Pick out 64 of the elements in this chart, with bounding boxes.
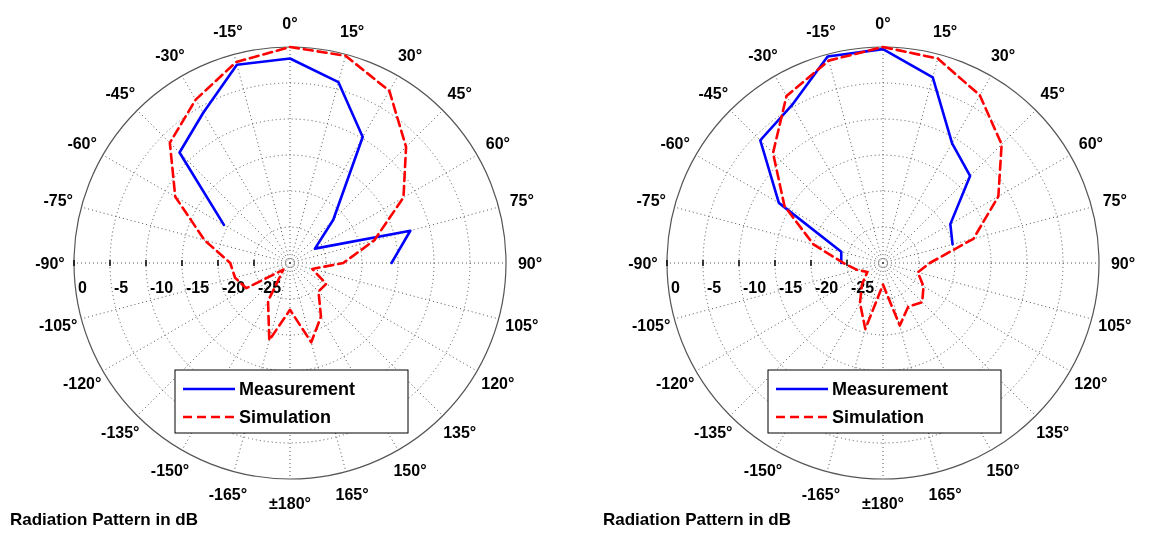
- spoke-label: 165°: [928, 486, 962, 504]
- spoke-label: 60°: [485, 134, 510, 152]
- spoke-label: -15°: [806, 22, 836, 40]
- spoke-label: 105°: [505, 316, 539, 334]
- spoke-label: -60°: [67, 134, 97, 152]
- spoke-label: 90°: [1110, 254, 1136, 272]
- spoke-label: 0°: [282, 14, 298, 32]
- spoke-label: 165°: [335, 486, 369, 504]
- spoke-label: 45°: [1040, 84, 1065, 102]
- spoke-label: 150°: [393, 462, 427, 480]
- spoke-label: -150°: [150, 462, 190, 480]
- legend-label: Simulation: [239, 407, 332, 427]
- legend-label: Simulation: [832, 407, 925, 427]
- spoke-label: 135°: [443, 424, 477, 442]
- y-tick-label: 0: [671, 279, 680, 296]
- spoke-label: -60°: [660, 134, 690, 152]
- y-tick-label: 0: [78, 279, 87, 296]
- text: Radiation Pattern in dB: [10, 510, 198, 529]
- spoke-label: -165°: [208, 486, 248, 504]
- spoke-label: 120°: [481, 374, 515, 392]
- spoke-label: 0°: [875, 14, 891, 32]
- spoke-label: -105°: [631, 316, 671, 334]
- spoke-label: -15°: [213, 22, 243, 40]
- spoke-label: 30°: [990, 46, 1016, 64]
- y-tick-label: -5: [114, 279, 129, 296]
- spoke-label: -45°: [105, 84, 136, 102]
- spoke-label: 15°: [340, 22, 365, 40]
- y-tick-label: -15: [779, 279, 803, 296]
- y-tick-label: -15: [186, 279, 210, 296]
- spoke-label: 30°: [397, 46, 423, 64]
- spoke-label: 105°: [1098, 316, 1132, 334]
- spoke-label: 135°: [1036, 424, 1070, 442]
- spoke-label: -105°: [38, 316, 78, 334]
- spoke-label: -90°: [35, 254, 65, 272]
- spoke-label: -135°: [101, 424, 140, 442]
- spoke-label: 120°: [1074, 374, 1108, 392]
- spoke-label: -135°: [694, 424, 733, 442]
- spoke-label: -90°: [628, 254, 658, 272]
- spoke-label: 60°: [1078, 134, 1103, 152]
- spoke-label: -45°: [698, 84, 729, 102]
- spoke-label: -75°: [43, 192, 73, 210]
- text: Radiation Pattern in dB: [603, 510, 791, 529]
- y-tick-label: -20: [222, 279, 246, 296]
- y-tick-label: -5: [707, 279, 722, 296]
- spoke-label: ±180°: [269, 494, 311, 512]
- spoke-label: 75°: [509, 192, 534, 210]
- spoke-label: -165°: [801, 486, 841, 504]
- y-tick-label: -10: [743, 279, 767, 296]
- legend-label: Measurement: [239, 379, 356, 399]
- spoke-label: -30°: [155, 46, 185, 64]
- legend-label: Measurement: [832, 379, 949, 399]
- spoke-label: 90°: [517, 254, 543, 272]
- spoke-label: 150°: [986, 462, 1020, 480]
- spoke-label: -150°: [743, 462, 783, 480]
- spoke-label: -120°: [655, 374, 695, 392]
- spoke-label: 75°: [1102, 192, 1127, 210]
- spoke-label: -75°: [636, 192, 666, 210]
- spoke-label: -120°: [62, 374, 102, 392]
- spoke-label: -30°: [748, 46, 778, 64]
- spoke-label: 15°: [933, 22, 958, 40]
- spoke-label: 45°: [447, 84, 472, 102]
- y-tick-label: -10: [150, 279, 174, 296]
- y-tick-label: -20: [815, 279, 839, 296]
- spoke-label: ±180°: [862, 494, 904, 512]
